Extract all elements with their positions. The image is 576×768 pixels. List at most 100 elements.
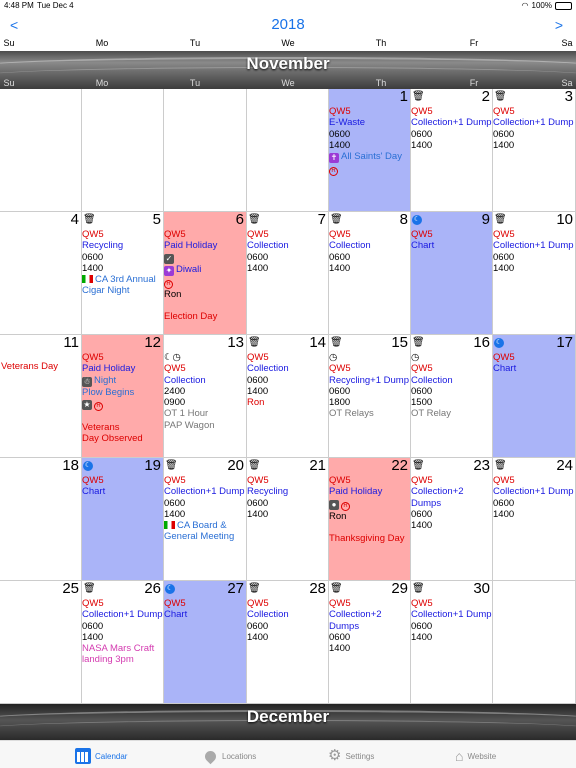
medal-icon: ★ xyxy=(82,399,92,410)
day-number: 5 xyxy=(152,212,161,228)
day-cell-27[interactable]: ☾ 27 QW5 Chart xyxy=(164,581,247,704)
day-cell-17[interactable]: ☾ 17 QW5 Chart xyxy=(493,335,576,458)
day-cell-1[interactable]: 1 QW5 E-Waste 0600 1400 ✝ All Saints' Day… xyxy=(329,89,411,212)
calendar-icon xyxy=(75,748,91,764)
day-cell-16[interactable]: 🗑 16 ◷ QW5 Collection 0600 1500 OT Relay xyxy=(411,335,493,458)
day-cell-7[interactable]: 🗑 7 QW5 Collection 0600 1400 xyxy=(247,212,329,335)
weekday-label: Sa xyxy=(561,78,573,88)
trash-icon: 🗑 xyxy=(412,583,425,594)
day-cell-10[interactable]: 🗑 10 QW5 Collection+1 Dump 0600 1400 xyxy=(493,212,576,335)
end-time: 1400 xyxy=(411,520,433,532)
start-time: 0600 xyxy=(411,385,433,397)
duty-label: Chart xyxy=(411,240,435,252)
day-cell-15[interactable]: 🗑 15 ◷ QW5 Recycling+1 Dump 0600 1800 OT… xyxy=(329,335,411,458)
shift-code: QW5 xyxy=(329,598,351,609)
weekday-label: Th xyxy=(375,38,387,48)
day-cell-11[interactable]: 11 Veterans Day xyxy=(0,335,82,458)
day-cell-12[interactable]: 12 QW5 Paid Holiday ☃ Night Plow Begins ★… xyxy=(82,335,164,458)
holiday-badge-icon: R xyxy=(341,501,350,511)
holiday-name: Election Day xyxy=(164,311,218,323)
tab-website[interactable]: ⌂ Website xyxy=(455,745,496,767)
day-cell-4[interactable]: 4 xyxy=(0,212,82,335)
tab-label: Settings xyxy=(345,751,375,761)
weekday-label: Fr xyxy=(469,38,479,48)
day-cell-14[interactable]: 🗑 14 QW5 Collection 0600 1400 Ron xyxy=(247,335,329,458)
holiday-badge-icon: R xyxy=(164,279,173,289)
shift-code: QW5 xyxy=(411,229,433,240)
day-cell-30[interactable]: 🗑 30 QW5 Collection+1 Dump 0600 1400 xyxy=(411,581,493,704)
battery-icon xyxy=(555,1,572,10)
weekday-label: We xyxy=(281,78,295,88)
weekday-label: We xyxy=(281,38,295,48)
day-cell-18[interactable]: 18 xyxy=(0,458,82,581)
empty-day-cell xyxy=(164,89,247,212)
trash-icon: 🗑 xyxy=(494,460,507,471)
duty-label: Collection+1 Dump xyxy=(493,486,574,498)
flag-icon xyxy=(164,521,175,530)
weekday-label: Mo xyxy=(95,78,109,88)
moon-icon: ☾ xyxy=(412,215,422,225)
day-number: 4 xyxy=(70,212,79,228)
day-number: 8 xyxy=(399,212,408,228)
trash-icon: 🗑 xyxy=(248,337,261,348)
start-time: 0600 xyxy=(82,620,104,632)
day-number: 22 xyxy=(391,458,408,474)
start-time: 0600 xyxy=(493,251,515,263)
start-time: 0600 xyxy=(411,620,433,632)
day-cell-2[interactable]: 🗑 2 QW5 Collection+1 Dump 0600 1400 xyxy=(411,89,493,212)
start-time: 0600 xyxy=(82,251,104,263)
website-icon: ⌂ xyxy=(455,748,464,764)
day-number: 27 xyxy=(227,581,244,597)
day-cell-3[interactable]: 🗑 3 QW5 Collection+1 Dump 0600 1400 xyxy=(493,89,576,212)
checkbox-icon: ✓ xyxy=(164,253,174,264)
holiday-badge-icon: R xyxy=(329,167,338,177)
shift-code: QW5 xyxy=(82,475,104,486)
shift-code: QW5 xyxy=(82,229,104,240)
day-cell-6[interactable]: 6 QW5 Paid Holiday ✓ ✦ Diwali R Ron Elect… xyxy=(164,212,247,335)
moon-icon: ☾ xyxy=(165,584,175,594)
empty-day-cell xyxy=(493,581,576,704)
trash-icon: 🗑 xyxy=(83,214,96,225)
shift-code: QW5 xyxy=(411,106,433,117)
day-cell-29[interactable]: 🗑 29 QW5 Collection+2 Dumps 0600 1400 xyxy=(329,581,411,704)
tab-calendar[interactable]: Calendar xyxy=(75,745,127,767)
day-cell-22[interactable]: 22 QW5 Paid Holiday ● R Ron Thanksgiving … xyxy=(329,458,411,581)
tab-settings[interactable]: ⚙ Settings xyxy=(328,745,374,767)
day-cell-21[interactable]: 🗑 21 QW5 Recycling 0600 1400 xyxy=(247,458,329,581)
location-pin-icon xyxy=(202,748,219,764)
day-cell-19[interactable]: ☾ 19 QW5 Chart xyxy=(82,458,164,581)
end-time: 1400 xyxy=(493,139,515,151)
battery-percent: 100% xyxy=(531,1,552,10)
wifi-icon: ◠ xyxy=(521,1,529,10)
event-label: Cigar Night xyxy=(82,285,130,297)
day-cell-5[interactable]: 🗑 5 QW5 Recycling 0600 1400 CA 3rd Annua… xyxy=(82,212,164,335)
shift-code: QW5 xyxy=(493,475,515,486)
trash-icon: 🗑 xyxy=(412,91,425,102)
shift-code: QW5 xyxy=(164,363,186,375)
day-cell-13[interactable]: 13 ☾◷ QW5 Collection 2400 0900 OT 1 Hour… xyxy=(164,335,247,458)
day-cell-26[interactable]: 🗑 26 QW5 Collection+1 Dump 0600 1400 NAS… xyxy=(82,581,164,704)
holiday-name: Veterans Day xyxy=(1,361,59,372)
empty-day-cell xyxy=(0,89,82,212)
day-cell-8[interactable]: 🗑 8 QW5 Collection 0600 1400 xyxy=(329,212,411,335)
moon-icon: ☾ xyxy=(494,338,504,348)
event-label: landing 3pm xyxy=(82,654,134,666)
shift-code: QW5 xyxy=(247,598,269,609)
start-time: 0600 xyxy=(164,497,186,509)
day-cell-24[interactable]: 🗑 24 QW5 Collection+1 Dump 0600 1400 xyxy=(493,458,576,581)
next-year-button[interactable]: > xyxy=(554,17,563,33)
duty-label: Collection xyxy=(247,363,289,375)
day-number: 15 xyxy=(391,335,408,351)
end-time: 1400 xyxy=(247,508,269,520)
day-cell-23[interactable]: 🗑 23 QW5 Collection+2 Dumps 0600 1400 xyxy=(411,458,493,581)
tab-locations[interactable]: Locations xyxy=(202,745,256,767)
month-banner-november: November Su Mo Tu We Th Fr Sa xyxy=(0,51,576,89)
day-number: 21 xyxy=(309,458,326,474)
shift-code: QW5 xyxy=(82,352,104,363)
day-cell-9[interactable]: ☾ 9 QW5 Chart xyxy=(411,212,493,335)
day-cell-20[interactable]: 🗑 20 QW5 Collection+1 Dump 0600 1400 CA … xyxy=(164,458,247,581)
day-number: 26 xyxy=(144,581,161,597)
day-cell-25[interactable]: 25 xyxy=(0,581,82,704)
prev-year-button[interactable]: < xyxy=(10,17,19,33)
day-cell-28[interactable]: 🗑 28 QW5 Collection 0600 1400 xyxy=(247,581,329,704)
